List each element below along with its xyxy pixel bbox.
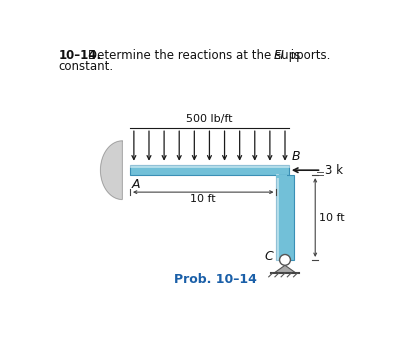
Text: B: B	[292, 150, 301, 163]
Text: 10 ft: 10 ft	[319, 213, 345, 222]
Text: 3 k: 3 k	[325, 164, 343, 177]
Text: C: C	[265, 250, 273, 263]
Text: constant.: constant.	[59, 60, 114, 73]
Text: 10 ft: 10 ft	[190, 194, 216, 204]
Text: is: is	[286, 49, 300, 62]
Text: 10–14.: 10–14.	[59, 49, 102, 62]
Text: 500 lb/ft: 500 lb/ft	[186, 114, 233, 124]
Circle shape	[280, 254, 290, 265]
Text: A: A	[131, 178, 140, 190]
Polygon shape	[100, 141, 122, 200]
Bar	[276, 175, 286, 178]
Bar	[130, 165, 289, 175]
Text: EI: EI	[273, 49, 284, 62]
Polygon shape	[274, 265, 296, 273]
Text: Determine the reactions at the supports.: Determine the reactions at the supports.	[88, 49, 334, 62]
Text: Prob. 10–14: Prob. 10–14	[174, 273, 257, 286]
Bar	[276, 175, 294, 260]
